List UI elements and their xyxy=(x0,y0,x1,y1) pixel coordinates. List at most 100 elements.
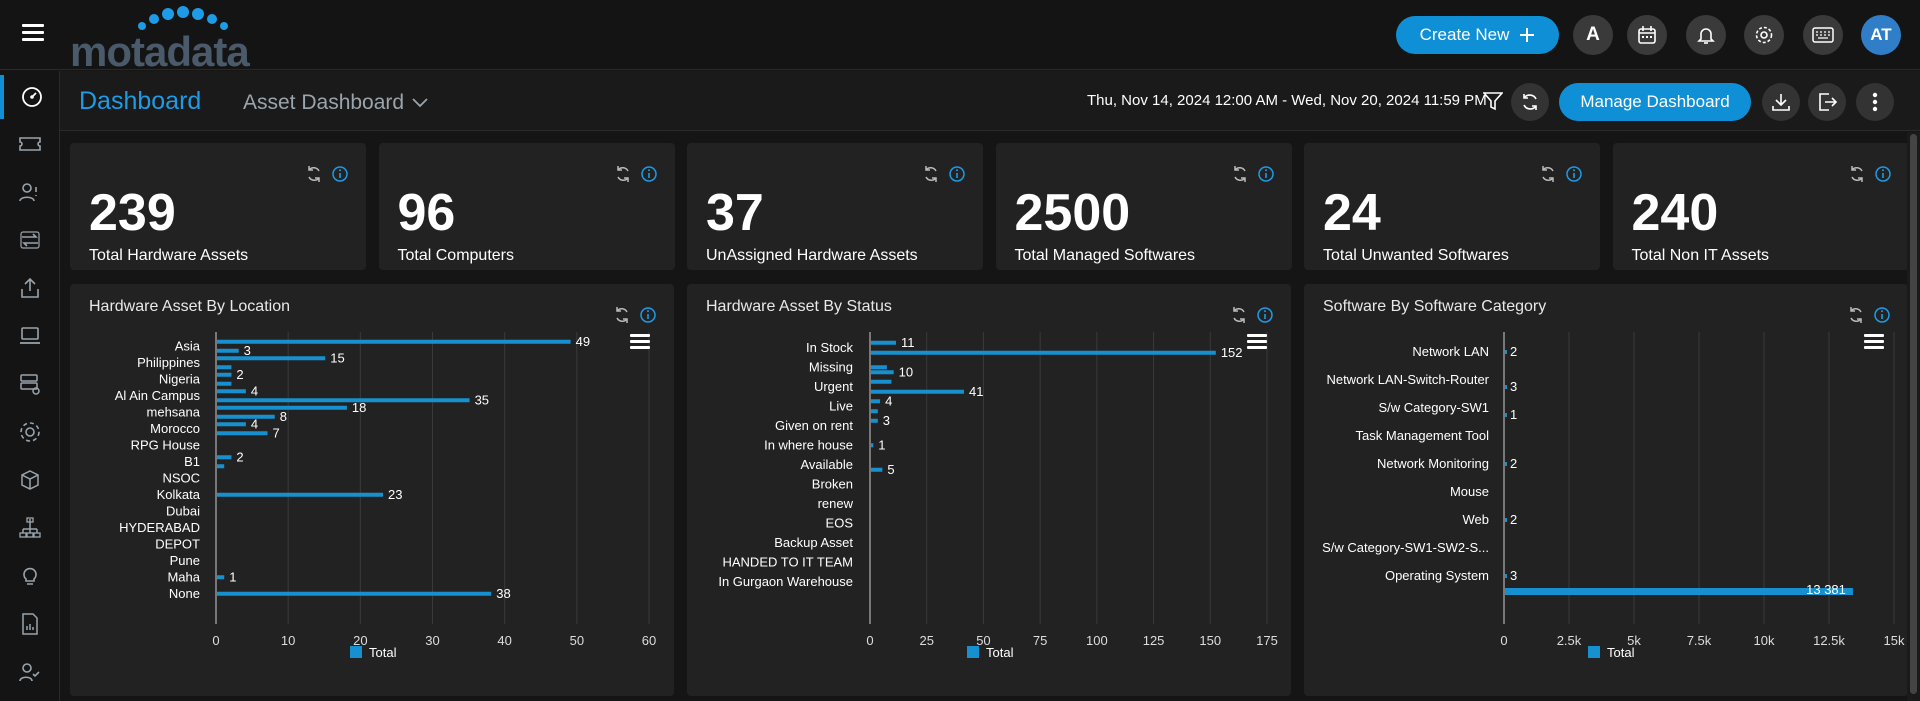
sidebar-item-workflows[interactable] xyxy=(0,506,60,550)
category-label: NSOC xyxy=(162,470,200,485)
kpi-card: 37 UnAssigned Hardware Assets xyxy=(687,143,983,270)
category-label: Al Ain Campus xyxy=(115,388,201,403)
category-label: Available xyxy=(800,457,853,472)
chart-menu-icon[interactable] xyxy=(630,334,650,350)
sidebar-item-reports[interactable] xyxy=(0,602,60,646)
info-icon[interactable] xyxy=(639,306,657,324)
refresh-icon[interactable] xyxy=(922,165,940,183)
sidebar-item-cmdb[interactable] xyxy=(0,362,60,406)
create-new-button[interactable]: Create New xyxy=(1396,16,1559,54)
x-tick-label: 0 xyxy=(1500,633,1507,648)
info-icon[interactable] xyxy=(640,165,658,183)
bar xyxy=(217,492,383,497)
kpi-card: 239 Total Hardware Assets xyxy=(70,143,366,270)
refresh-icon[interactable] xyxy=(305,165,323,183)
sidebar-item-changes[interactable] xyxy=(0,218,60,262)
data-label: 4 xyxy=(885,393,892,408)
sidebar-item-tickets[interactable] xyxy=(0,122,60,166)
dashboard-content: 239 Total Hardware Assets 96 Total Computer… xyxy=(60,132,1920,701)
data-label: 49 xyxy=(576,334,590,349)
widget-title: Hardware Asset By Status xyxy=(706,298,892,315)
bar xyxy=(1505,574,1507,578)
category-label: Philippines xyxy=(137,355,200,370)
x-tick-label: 10k xyxy=(1754,633,1775,648)
ticket-icon xyxy=(19,137,41,151)
info-icon[interactable] xyxy=(948,165,966,183)
menu-icon[interactable] xyxy=(22,24,44,42)
info-icon[interactable] xyxy=(1874,165,1892,183)
sidebar-item-assets[interactable] xyxy=(0,314,60,358)
scrollbar-thumb[interactable] xyxy=(1910,134,1917,694)
x-tick-label: 10 xyxy=(281,633,295,648)
bell-icon xyxy=(1697,28,1715,44)
user-initial-button[interactable]: A xyxy=(1573,15,1613,55)
export-button[interactable] xyxy=(1808,83,1846,121)
data-label: 2 xyxy=(1510,344,1517,359)
kpi-actions xyxy=(305,165,349,183)
filter-icon[interactable] xyxy=(1482,91,1504,116)
download-button[interactable] xyxy=(1762,83,1800,121)
manage-dashboard-button[interactable]: Manage Dashboard xyxy=(1559,83,1751,121)
refresh-icon[interactable] xyxy=(613,306,631,324)
category-label: Maha xyxy=(167,569,200,584)
sidebar-item-packages[interactable] xyxy=(0,458,60,502)
x-tick-label: 30 xyxy=(425,633,439,648)
x-tick-label: 100 xyxy=(1086,633,1108,648)
refresh-icon[interactable] xyxy=(1230,306,1248,324)
kpi-label: Total Non IT Assets xyxy=(1631,247,1770,264)
x-tick-label: 150 xyxy=(1199,633,1221,648)
info-icon[interactable] xyxy=(1257,165,1275,183)
dashboard-selector[interactable]: Asset Dashboard xyxy=(243,91,428,115)
category-label: Pune xyxy=(170,553,200,568)
logo-text: motadata xyxy=(70,28,250,75)
sidebar-item-releases[interactable] xyxy=(0,266,60,310)
avatar-initials: AT xyxy=(1870,25,1892,44)
category-label: Live xyxy=(829,398,853,413)
notifications-button[interactable] xyxy=(1686,15,1726,55)
data-label: 3 xyxy=(1510,568,1517,583)
category-label: Network LAN-Switch-Router xyxy=(1326,372,1489,387)
sidebar-item-requesters[interactable] xyxy=(0,170,60,214)
chart-menu-icon[interactable] xyxy=(1864,334,1884,350)
calendar-button[interactable] xyxy=(1627,15,1667,55)
sidebar-item-dashboard[interactable] xyxy=(0,75,60,119)
info-icon[interactable] xyxy=(1565,165,1583,183)
dashboard-name: Asset Dashboard xyxy=(243,91,405,114)
category-label: In where house xyxy=(764,437,853,452)
sidebar-item-knowledge[interactable] xyxy=(0,554,60,598)
x-tick-label: 5k xyxy=(1627,633,1641,648)
chart-widget: Hardware Asset By Status 0 25 50 75 100 125 150… xyxy=(687,284,1291,696)
scrollbar[interactable] xyxy=(1907,132,1920,701)
refresh-icon[interactable] xyxy=(1847,306,1865,324)
date-range: Thu, Nov 14, 2024 12:00 AM - Wed, Nov 20… xyxy=(1087,92,1487,109)
bar xyxy=(217,455,232,460)
data-label: 35 xyxy=(475,392,489,407)
info-icon[interactable] xyxy=(1256,306,1274,324)
more-options-button[interactable] xyxy=(1856,83,1894,121)
chart-menu-icon[interactable] xyxy=(1247,334,1267,350)
category-label: HANDED TO IT TEAM xyxy=(722,554,853,569)
refresh-button[interactable] xyxy=(1511,83,1549,121)
data-label: 1 xyxy=(1510,407,1517,422)
category-label: Missing xyxy=(809,359,853,374)
info-icon[interactable] xyxy=(331,165,349,183)
refresh-icon[interactable] xyxy=(614,165,632,183)
refresh-icon[interactable] xyxy=(1231,165,1249,183)
data-label: 4 xyxy=(251,416,258,431)
data-label: 11 xyxy=(901,335,915,350)
settings-button[interactable] xyxy=(1744,15,1784,55)
dashboard-toolbar: Dashboard Asset Dashboard Thu, Nov 14, 2… xyxy=(60,71,1920,131)
sidebar-item-projects[interactable] xyxy=(0,410,60,454)
category-label: mehsana xyxy=(147,404,201,419)
data-label: 3 xyxy=(244,343,251,358)
dashboard-icon xyxy=(22,87,42,107)
keyboard-shortcuts-button[interactable] xyxy=(1803,15,1843,55)
sidebar-item-users[interactable] xyxy=(0,650,60,694)
refresh-icon[interactable] xyxy=(1848,165,1866,183)
bar xyxy=(871,409,878,414)
avatar[interactable]: AT xyxy=(1861,15,1901,55)
refresh-icon[interactable] xyxy=(1539,165,1557,183)
info-icon[interactable] xyxy=(1873,306,1891,324)
chevron-down-icon xyxy=(412,98,428,108)
